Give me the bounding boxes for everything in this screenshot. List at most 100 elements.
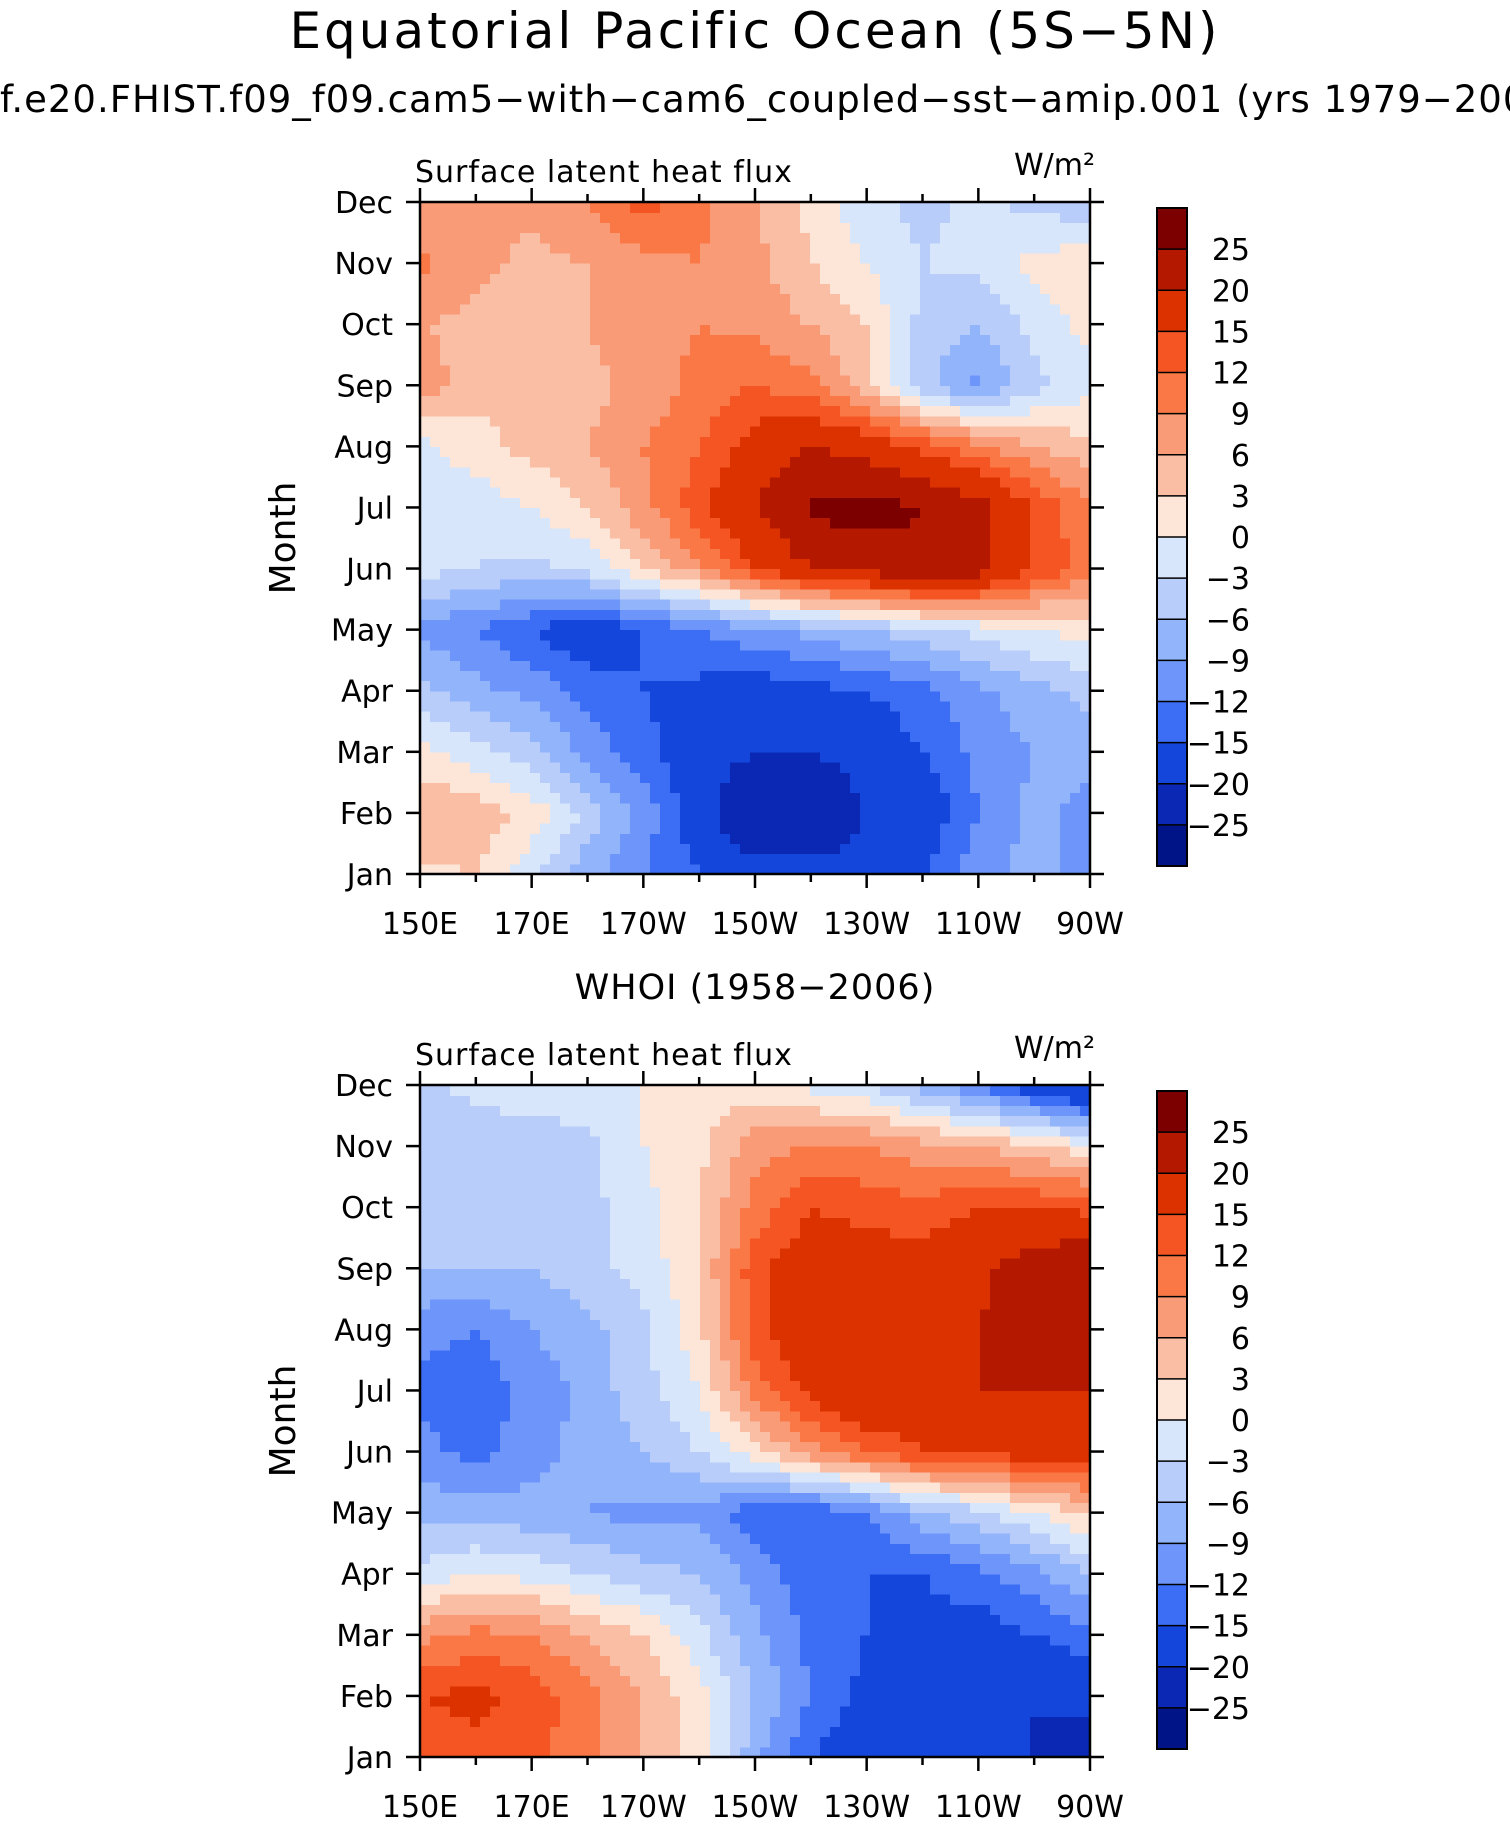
heatmap-cell (590, 324, 601, 335)
colorbar-swatch (1157, 783, 1187, 826)
heatmap-cell (880, 395, 891, 407)
heatmap-cell (1030, 303, 1041, 315)
heatmap-cell (450, 1685, 461, 1697)
heatmap-cell (1000, 741, 1011, 753)
heatmap-cell (530, 456, 541, 468)
heatmap-cell (520, 273, 531, 285)
heatmap-cell (820, 527, 831, 539)
heatmap-cell (710, 446, 721, 458)
heatmap-cell (910, 1706, 921, 1717)
heatmap-cell (570, 721, 581, 733)
heatmap-cell (1070, 588, 1081, 600)
heatmap-cell (1060, 558, 1071, 570)
heatmap-cell (700, 578, 711, 590)
heatmap-cell (1060, 517, 1071, 529)
heatmap-cell (540, 792, 551, 804)
heatmap-cell (860, 660, 871, 671)
heatmap-cell (910, 1695, 921, 1707)
heatmap-cell (490, 212, 501, 223)
heatmap-cell (690, 680, 701, 692)
heatmap-cell (900, 344, 911, 356)
heatmap-cell (610, 599, 621, 610)
heatmap-cell (510, 385, 521, 397)
heatmap-cell (970, 1736, 981, 1748)
heatmap-cell (420, 619, 431, 631)
heatmap-cell (490, 863, 501, 875)
heatmap-cell (510, 639, 521, 651)
heatmap-cell (780, 527, 791, 539)
heatmap-cell (690, 619, 701, 631)
heatmap-cell (580, 263, 591, 274)
heatmap-cell (590, 833, 601, 845)
heatmap-cell (950, 1736, 961, 1748)
heatmap-cell (630, 670, 641, 682)
heatmap-cell (490, 517, 501, 529)
heatmap-cell (680, 527, 691, 539)
heatmap-cell (730, 650, 741, 661)
heatmap-cell (710, 487, 721, 498)
heatmap-cell (770, 680, 781, 692)
heatmap-cell (1080, 202, 1091, 213)
heatmap-cell (660, 314, 671, 325)
heatmap-cell (600, 629, 611, 641)
heatmap-cell (850, 466, 861, 478)
heatmap-cell (730, 212, 741, 223)
heatmap-cell (1030, 354, 1041, 366)
heatmap-cell (480, 344, 491, 356)
heatmap-cell (420, 833, 431, 845)
heatmap-cell (940, 741, 951, 753)
heatmap-cell (490, 599, 501, 610)
heatmap-cell (670, 222, 681, 234)
heatmap-cell (1060, 415, 1071, 427)
heatmap-cell (1040, 823, 1051, 834)
heatmap-cell (910, 619, 921, 631)
heatmap-cell (450, 568, 461, 580)
heatmap-cell (740, 354, 751, 366)
heatmap-cell (420, 782, 431, 794)
heatmap-cell (670, 762, 681, 773)
heatmap-cell (710, 436, 721, 447)
heatmap-cell (890, 792, 901, 804)
heatmap-cell (960, 588, 971, 600)
heatmap-cell (920, 853, 931, 865)
heatmap-cell (590, 375, 601, 386)
heatmap-cell (510, 405, 521, 417)
heatmap-cell (760, 446, 771, 458)
heatmap-cell (530, 599, 541, 610)
heatmap-cell (820, 782, 831, 794)
heatmap-cell (580, 466, 591, 478)
heatmap-cell (500, 762, 511, 773)
heatmap-cell (630, 395, 641, 407)
heatmap-cell (970, 650, 981, 661)
heatmap-cell (420, 405, 431, 417)
heatmap-cell (970, 843, 981, 855)
heatmap-cell (510, 558, 521, 570)
heatmap-cell (1080, 772, 1091, 783)
heatmap-cell (820, 517, 831, 529)
heatmap-cell (420, 354, 431, 366)
heatmap-cell (1050, 232, 1061, 244)
heatmap-cell (1000, 273, 1011, 285)
heatmap-cell (860, 273, 871, 285)
heatmap-cell (840, 762, 851, 773)
heatmap-cell (800, 232, 811, 244)
heatmap-cell (620, 476, 631, 488)
heatmap-cell (1080, 487, 1091, 498)
heatmap-cell (860, 476, 871, 488)
heatmap-cell (710, 670, 721, 682)
heatmap-cell (770, 334, 781, 346)
heatmap-cell (550, 252, 561, 264)
heatmap-cell (590, 548, 601, 559)
heatmap-cell (430, 456, 441, 468)
heatmap-cell (500, 212, 511, 223)
heatmap-cell (790, 303, 801, 315)
heatmap-cell (720, 660, 731, 671)
heatmap-cell (460, 772, 471, 783)
heatmap-cell (420, 456, 431, 468)
heatmap-cell (550, 303, 561, 315)
heatmap-cell (670, 1716, 681, 1728)
heatmap-cell (980, 293, 991, 305)
heatmap-cell (460, 385, 471, 397)
heatmap-cell (560, 232, 571, 244)
heatmap-cell (740, 1726, 751, 1738)
